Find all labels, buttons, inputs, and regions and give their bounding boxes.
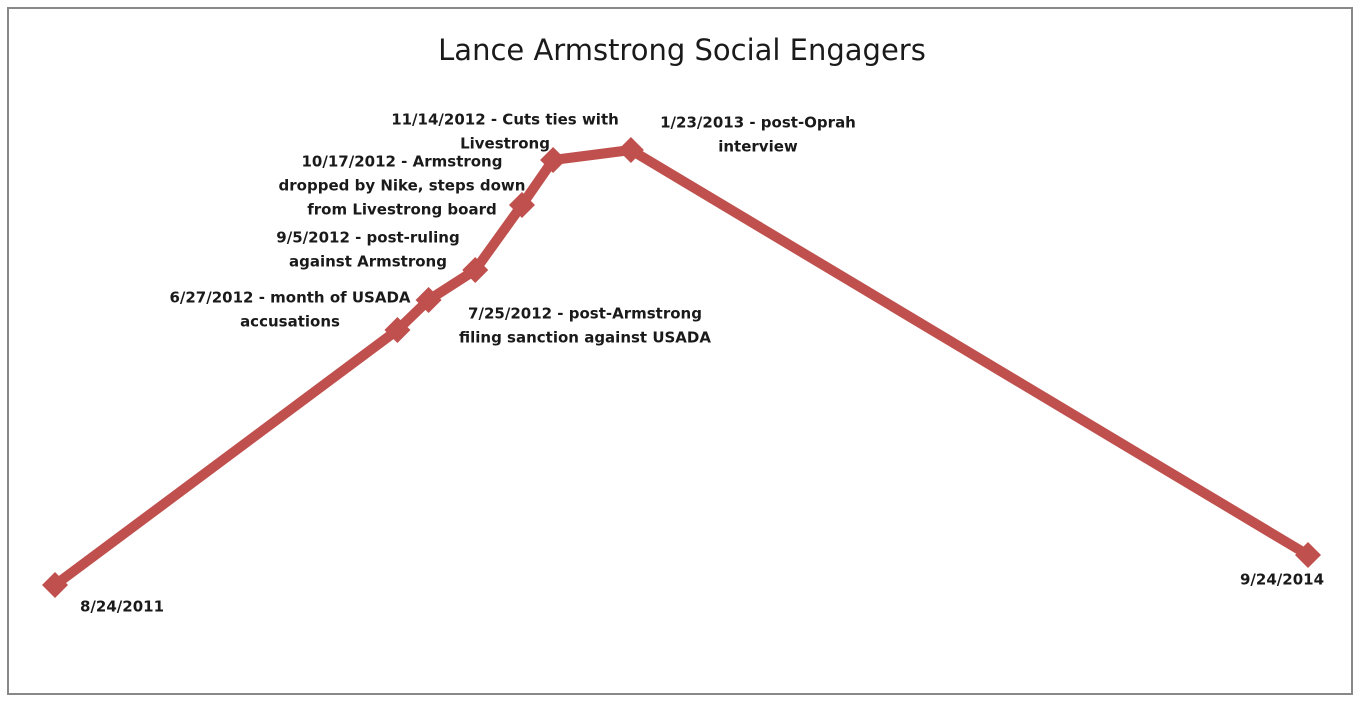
data-marker [42,572,68,598]
annotation: 1/23/2013 - post-Oprah [660,114,856,132]
chart-border [7,7,1353,695]
annotation: against Armstrong [289,253,447,271]
annotation: interview [718,138,798,156]
data-marker [617,137,644,163]
annotation: 10/17/2012 - Armstrong [302,153,503,171]
data-marker [384,317,411,343]
annotation: filing sanction against USADA [459,329,711,347]
data-marker [540,147,567,173]
annotation: accusations [240,313,340,331]
data-marker [508,192,535,218]
data-marker [462,257,489,283]
annotation: 9/24/2014 [1240,571,1324,589]
data-marker [415,287,442,313]
annotation: 9/5/2012 - post-ruling [276,229,459,247]
annotation: 11/14/2012 - Cuts ties with [391,111,619,129]
annotation: 7/25/2012 - post-Armstrong [468,305,702,323]
annotation: from Livestrong board [307,201,496,219]
data-marker [1295,542,1321,568]
annotation: 6/27/2012 - month of USADA [169,289,410,307]
chart-title: Lance Armstrong Social Engagers [438,33,926,67]
annotation: dropped by Nike, steps down [279,177,526,195]
annotation: 8/24/2011 [80,598,164,616]
annotation: Livestrong [460,135,550,153]
